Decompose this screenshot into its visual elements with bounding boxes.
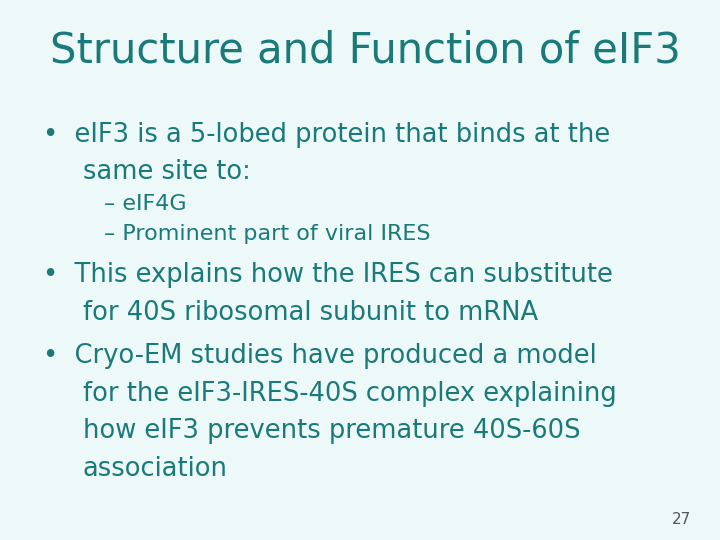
- Text: •  This explains how the IRES can substitute: • This explains how the IRES can substit…: [43, 262, 613, 288]
- Text: •  eIF3 is a 5-lobed protein that binds at the: • eIF3 is a 5-lobed protein that binds a…: [43, 122, 611, 147]
- Text: 27: 27: [672, 511, 691, 526]
- Text: Structure and Function of eIF3: Structure and Function of eIF3: [50, 30, 681, 72]
- Text: – Prominent part of viral IRES: – Prominent part of viral IRES: [104, 224, 431, 244]
- Text: – eIF4G: – eIF4G: [104, 194, 187, 214]
- Text: association: association: [83, 456, 228, 482]
- Text: for 40S ribosomal subunit to mRNA: for 40S ribosomal subunit to mRNA: [83, 300, 538, 326]
- Text: same site to:: same site to:: [83, 159, 251, 185]
- Text: •  Cryo-EM studies have produced a model: • Cryo-EM studies have produced a model: [43, 343, 597, 369]
- Text: how eIF3 prevents premature 40S-60S: how eIF3 prevents premature 40S-60S: [83, 418, 580, 444]
- Text: for the eIF3-IRES-40S complex explaining: for the eIF3-IRES-40S complex explaining: [83, 381, 616, 407]
